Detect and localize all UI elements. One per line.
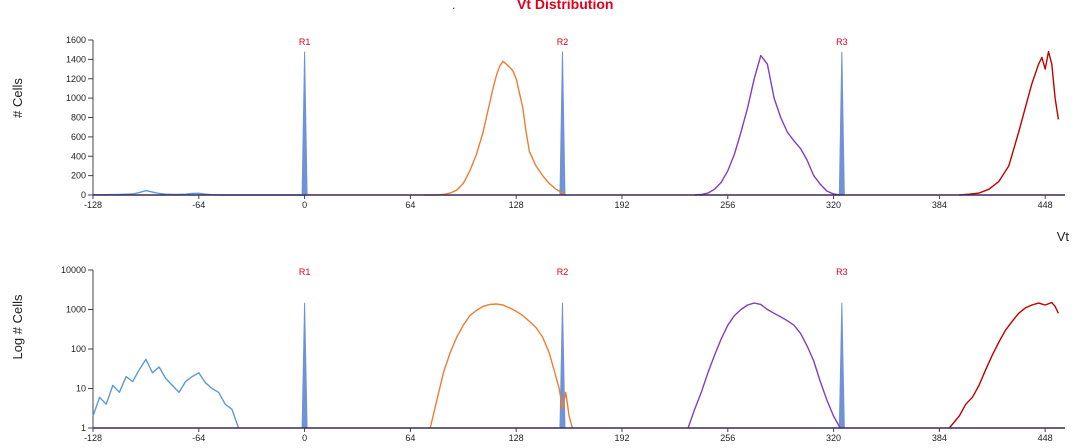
- y-tick-label: 1000: [66, 93, 86, 103]
- series-line-1: [92, 358, 240, 429]
- y-tick-label: 800: [71, 113, 86, 123]
- series-line-4: [959, 50, 1060, 196]
- x-tick-label: 0: [302, 433, 307, 443]
- x-tick-label: 256: [720, 433, 735, 443]
- x-tick-label: -128: [84, 433, 102, 443]
- series-line-4: [948, 301, 1060, 429]
- y-tick-label: 1200: [66, 74, 86, 84]
- title-dot: .: [452, 0, 455, 12]
- reference-spike-r2: [559, 51, 566, 196]
- y-tick-label: 100: [71, 344, 86, 354]
- x-tick-label: 64: [405, 433, 415, 443]
- y-tick-label: 1600: [66, 35, 86, 45]
- series-line-2: [423, 60, 567, 196]
- x-tick-label: 384: [932, 433, 947, 443]
- x-tick-label: -64: [192, 200, 205, 210]
- reference-spike-r3: [838, 302, 845, 429]
- linear-histogram-chart: 0 200 400 600 800 1000 1200 1400 1600 -128 -64 0 64 1…: [10, 35, 1069, 244]
- reference-label-r2: R2: [557, 37, 569, 47]
- x-tick-label: 384: [932, 200, 947, 210]
- x-tick-label: 192: [614, 200, 629, 210]
- x-tick-label: -64: [192, 433, 205, 443]
- reference-spike-r1: [301, 302, 308, 429]
- reference-spike-r1: [301, 51, 308, 196]
- y-tick-label: 1000: [66, 305, 86, 315]
- reference-label-r3: R3: [836, 267, 848, 277]
- reference-label-r3: R3: [836, 37, 848, 47]
- x-tick-label: 320: [826, 200, 841, 210]
- x-tick-label: 256: [720, 200, 735, 210]
- y-tick-label: 600: [71, 132, 86, 142]
- x-tick-label: 128: [509, 433, 524, 443]
- x-tick-label: 448: [1038, 433, 1053, 443]
- x-tick-label: 448: [1038, 200, 1053, 210]
- x-tick-label: 128: [509, 200, 524, 210]
- series-line-3: [694, 54, 841, 196]
- reference-spike-r3: [838, 51, 845, 196]
- x-tick-label: 0: [302, 200, 307, 210]
- series-line-2: [429, 303, 574, 429]
- y-tick-label: 400: [71, 151, 86, 161]
- y-tick-label: 1400: [66, 54, 86, 64]
- y-axis-label: Log # Cells: [10, 294, 25, 360]
- log-histogram-chart: 1 10 100 1000 10000 -128 -64 0 64 128 192 256 320 384…: [10, 265, 1065, 443]
- reference-label-r1: R1: [299, 267, 311, 277]
- x-axis-label: Vt: [1057, 229, 1070, 244]
- y-axis-label: # Cells: [10, 78, 25, 118]
- reference-label-r1: R1: [299, 37, 311, 47]
- x-tick-label: 192: [614, 433, 629, 443]
- x-tick-label: 320: [826, 433, 841, 443]
- reference-label-r2: R2: [557, 267, 569, 277]
- y-tick-label: 10: [76, 384, 86, 394]
- y-tick-label: 10000: [61, 265, 86, 275]
- y-tick-label: 200: [71, 171, 86, 181]
- x-tick-label: 64: [405, 200, 415, 210]
- y-tick-label: 0: [81, 190, 86, 200]
- chart-title: Vt Distribution: [517, 0, 613, 12]
- x-tick-label: -128: [84, 200, 102, 210]
- series-line-3: [687, 302, 841, 429]
- y-tick-label: 1: [81, 423, 86, 433]
